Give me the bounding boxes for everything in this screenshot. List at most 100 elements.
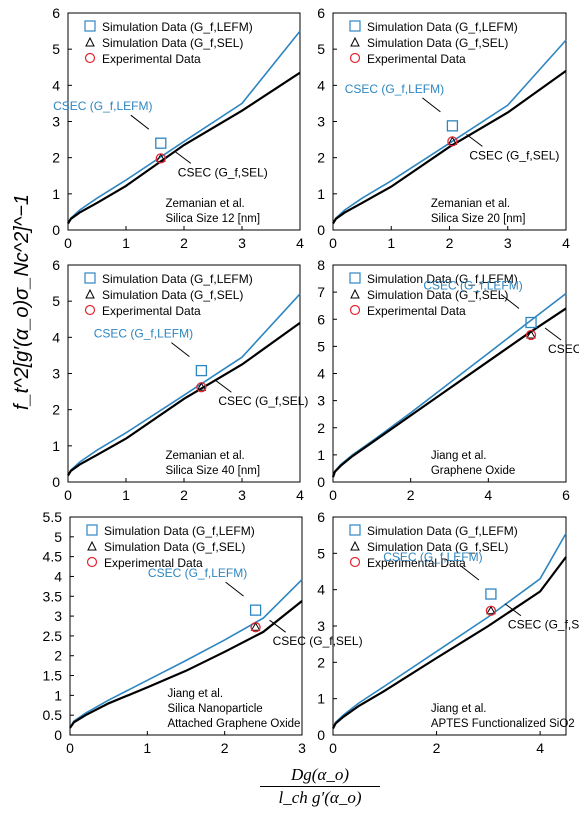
series-line-lefm [332,39,567,224]
x-tick-label: 0 [66,740,74,756]
plot-frame [69,516,303,736]
legend-label: Simulation Data (G_f,LEFM) [102,20,253,34]
point-sim-sel [526,329,536,339]
caption-line: Silica Size 40 [nm] [165,465,260,477]
y-tick-label: 1 [317,447,325,463]
point-sim-sel [196,382,207,391]
y-tick-label: 4 [52,329,60,345]
point-sim-sel [155,153,166,162]
legend-marker-circle [84,52,96,64]
y-tick-label: 0 [317,474,325,490]
y-tick-label: 2 [54,648,62,664]
annotation-lefm: CSEC (G_f,LEFM) [53,99,152,113]
x-tick-label: 0 [329,235,337,251]
annotation-arrow-lefm [225,581,244,597]
annotation-sel: CSEC (G_f,SEL) [178,165,268,179]
legend-label: Experimental Data [367,52,466,66]
y-tick-label: 4 [52,77,60,93]
legend-marker-triangle [85,36,95,47]
legend-label: Experimental Data [102,304,201,318]
y-tick-label: 3 [52,114,60,130]
point-experimental [525,329,537,341]
caption-line: Silica Nanoparticle [167,703,262,715]
point-experimental [155,153,166,164]
annotation-arrow-sel [544,327,562,341]
y-tick-label: 3 [317,618,325,634]
y-tick-label: 2 [317,420,325,436]
legend-label: Experimental Data [102,52,201,66]
annotation-sel: CSEC (G_f,SEL) [273,634,363,648]
annotation-sel: CSEC (G_f,SEL) [548,342,579,356]
annotation-arrow-sel [174,150,192,164]
x-tick-label: 3 [238,487,246,503]
legend-marker-square [349,272,361,284]
annotation-arrow-lefm [422,97,441,113]
legend-label: Simulation Data (G_f,SEL) [367,36,508,50]
caption-line: Jiang et al. [431,450,487,462]
panel-1: 0 1 2 3 4 5 6 0 1 2 3 4 Simulation Data (G_f,LEFM) Si… [52,5,304,251]
caption-line: Zemanian et al. [165,450,244,462]
legend-marker-circle [349,52,361,64]
legend-marker-square [349,524,361,536]
y-tick-label: 4 [54,568,62,584]
point-sim-lefm [195,364,208,377]
legend-marker-square [349,20,361,32]
y-tick-label: 3.5 [43,588,63,604]
panel-6: 0 1 2 3 4 5 6 0 2 4 Simulation Data (G_f,LEFM) Simu… [317,509,579,756]
y-tick-label: 4.5 [43,549,63,565]
annotation-arrow-lefm [500,294,520,309]
series-line-sel [67,71,301,225]
x-tick-label: 4 [536,740,544,756]
x-axis-label-denominator: l_ch g′(α_o) [278,788,362,807]
annotation-arrow-sel [466,133,483,147]
x-tick-label: 4 [484,487,492,503]
y-tick-label: 6 [317,311,325,327]
y-tick-label: 5 [54,529,62,545]
legend-label: Simulation Data (G_f,SEL) [104,540,245,554]
legend-marker-triangle [350,288,360,299]
legend-marker-circle [349,304,361,316]
x-tick-label: 2 [433,740,441,756]
x-tick-label: 1 [387,235,395,251]
point-sim-lefm [485,588,497,600]
y-tick-label: 4 [317,77,325,93]
point-experimental [250,622,261,633]
annotation-arrow-lefm [130,114,150,130]
legend-marker-triangle [350,540,360,551]
y-tick-label: 2 [317,654,325,670]
y-tick-label: 4 [317,366,325,382]
y-tick-label: 3 [52,366,60,382]
x-tick-label: 0 [64,235,72,251]
legend-marker-circle [84,304,96,316]
panel-3: 0 1 2 3 4 5 6 0 1 2 3 4 Simulation Data (G_f,LEFM) Si… [52,257,308,503]
legend-marker-triangle [85,288,95,299]
x-tick-label: 3 [504,235,512,251]
panel-2: 0 1 2 3 4 5 6 0 1 2 3 4 Simulation Data (G_f,LEFM) Si… [317,5,570,251]
y-tick-label: 1 [54,687,62,703]
y-tick-label: 1 [317,691,325,707]
y-tick-label: 3 [317,393,325,409]
y-tick-label: 6 [52,5,60,21]
caption-line: Jiang et al. [167,688,223,700]
legend-label: Simulation Data (G_f,LEFM) [367,20,518,34]
series-line-lefm [69,579,303,729]
y-tick-label: 0.5 [43,707,63,723]
legend-label: Simulation Data (G_f,SEL) [367,288,508,302]
x-axis-label-divider [260,786,380,787]
annotation-sel: CSEC (G_f,SEL) [218,394,308,408]
point-sim-sel [486,605,496,615]
x-tick-label: 2 [180,235,188,251]
x-tick-label: 2 [180,487,188,503]
legend-label: Simulation Data (G_f,LEFM) [104,524,255,538]
y-tick-label: 2 [52,150,60,166]
caption-line: Zemanian et al. [431,198,510,210]
point-sim-lefm [155,137,167,149]
x-tick-label: 2 [446,235,454,251]
x-tick-label: 6 [562,487,570,503]
panel-4: 0 1 2 3 4 5 6 7 8 0 2 4 6 Simulation Data (G_f,LEFM) S… [317,257,579,503]
y-tick-label: 1 [52,186,60,202]
y-tick-label: 5.5 [43,509,63,525]
x-tick-label: 1 [122,487,130,503]
